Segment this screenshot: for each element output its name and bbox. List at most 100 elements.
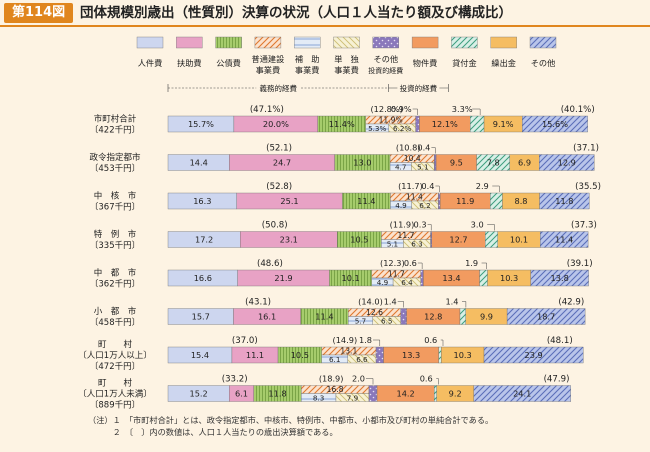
data-label-kurisashi: 8.8 [514,196,527,206]
legend-label-futsu: 普通建設 [252,54,285,64]
legend-swatch-hojo [294,36,321,49]
total-label-toushi: (12.8%) [370,104,402,114]
legend: 人件費 扶助費 公債費 普通建設事業費補 助事業費単 独事業費その他投資的経費物件費貸… [136,36,557,75]
data-label-kurisashi: 6.9 [518,158,531,168]
legend-label-kashitsuke: 貸付金 [452,58,477,68]
bar-row: 中 都 市〔362千円〕 16.6 21.9 10.1 11.74.9 6.4 13.4 1.… [90,258,593,290]
category-label: 〔335千円〕 [90,240,140,251]
category-label: 〔889千円〕 [90,400,140,411]
leader-kashitsuke [461,301,467,308]
category-label: 〔362千円〕 [90,279,140,290]
data-label-fujo: 20.0% [263,119,289,129]
bar-segment-sonota [540,231,589,248]
data-label-tandoku: 7.9 [347,394,359,403]
category-label: 政令指定都市 [89,152,141,163]
bar-row: 中 核 市〔367千円〕16.3 25.1 11.4 11.44.9 6.2 11.92.… [90,181,601,213]
leader-kashitsuke [436,378,439,385]
data-label-kurisashi: 9.2 [449,389,462,399]
footnote-2: ２ 〔 〕内の数値は、人口１人当たりの歳出決算額である。 [88,427,338,437]
total-label-gimu: (52.8) [266,182,292,192]
figure-title: 団体規模別歳出（性質別）決算の状況（人口１人当たり額及び構成比） [80,5,512,21]
total-label-gimu: (50.8) [262,221,288,231]
legend-swatch-kosai [215,36,242,49]
data-label-sonota_toushi: 0.4 [421,181,434,191]
leader-kashitsuke [472,108,481,115]
total-label-other: (39.1) [567,259,593,269]
data-label-jinken: 15.7 [192,312,210,322]
legend-label-tandoku: 事業費 [334,65,359,75]
legend-label-kosai: 公債費 [216,58,241,68]
data-label-sonota: 24.1 [513,389,531,399]
data-label-jinken: 17.2 [195,235,213,245]
category-label: 中 都 市 [94,268,137,279]
data-label-kashitsuke: 1.9 [465,258,478,268]
bar-row: 政令指定都市〔453千円〕 14.4 24.7 13.0 10.44.7 5.1 9.5 7.… [89,143,598,175]
leader-sonota_toushi [435,185,440,192]
data-label-fujo: 25.1 [280,196,298,206]
total-label-gimu: (52.1) [266,144,292,154]
data-label-tandoku: 6.3 [411,240,422,249]
bar-segment-kashitsuke [470,115,485,133]
bracket-label-toushi: 投資的経費 [400,83,438,93]
bar-segment-sonota [530,269,589,287]
bar-segment-sonota_toushi [400,308,407,325]
bar-segment-sonota_toushi [434,154,437,171]
legend-swatch-futsu [254,36,282,49]
data-label-futsu: 11.4 [406,193,423,202]
data-label-kosai: 11.4% [329,119,355,129]
bar-row: 町 村〔人口1万人未満〕〔889千円〕 15.2 6.1 11.8 16.88.3 7.9… [78,374,571,411]
bar-row: 町 村〔人口1万人以上〕〔472千円〕 15.4 11.1 10.5 13.16.1 6.… [78,335,584,372]
leader-kashitsuke [487,224,495,231]
data-label-futsu: 12.6 [366,308,383,317]
data-label-hojo: 5.7 [355,317,366,326]
data-label-sonota: 18.7 [537,312,555,322]
leader-kashitsuke [492,185,500,192]
legend-swatch-kashitsuke [451,36,478,49]
data-label-jinken: 16.3 [193,196,211,206]
data-label-jinken: 15.2 [189,389,207,399]
data-label-hojo: 8.3 [313,394,324,403]
data-label-hojo: 4.9 [395,201,407,210]
data-label-hojo: 5.3% [368,124,386,133]
total-label-other: (47.9) [544,375,570,385]
bar-segment-kashitsuke [459,308,466,325]
bar-segment-sonota [539,192,590,210]
data-label-kurisashi: 10.3 [500,273,518,283]
data-label-sonota_toushi: 0.9% [391,104,412,114]
data-label-jinken: 15.7% [188,119,214,129]
total-label-toushi: (12.3) [380,258,405,268]
total-label-gimu: (48.6) [257,259,283,269]
data-label-kashitsuke: 1.4 [445,297,458,307]
data-label-fujo: 6.1 [235,389,248,399]
total-label-gimu: (33.2) [222,375,248,385]
data-label-hojo: 5.1 [387,240,398,249]
data-label-futsu: 11.7 [388,270,405,279]
category-label: 〔367千円〕 [90,202,140,213]
footnotes: （注）１ 「市町村合計」とは、政令指定都市、中核市、特例市、中都市、小都市及び町… [88,414,493,438]
bar-segment-sonota [473,385,571,402]
bar-segment-sonota_toushi [368,385,378,402]
data-label-kashitsuke: 2.9 [476,181,489,191]
category-label: 〔人口1万人未満〕 [78,389,151,400]
data-label-bukken: 14.2 [397,389,415,399]
data-label-bukken: 12.1% [432,119,458,129]
data-label-kashitsuke: 0.6 [424,335,437,345]
data-label-jinken: 14.4 [190,158,208,168]
legend-label-hojo: 補 助 [295,54,320,64]
data-label-kurisashi: 9.1% [493,119,514,129]
bar-segment-sonota_toushi [415,115,420,133]
data-label-bukken: 13.3 [402,350,420,360]
data-label-fujo: 21.9 [274,273,292,283]
data-label-tandoku: 6.5 [381,317,392,326]
bracket-label-bg [397,82,440,93]
data-label-futsu: 13.1 [340,347,357,356]
legend-label-bukken: 物件費 [413,58,438,68]
data-label-hojo: 4.7 [395,163,406,172]
data-label-futsu: 10.4 [404,154,421,163]
bar-segment-sonota_toushi [430,231,433,248]
bar-segment-kashitsuke [485,231,498,248]
category-label: 町 村 [98,339,133,350]
data-label-kashitsuke: 3.0 [471,220,484,230]
data-label-jinken: 16.6 [194,273,212,283]
